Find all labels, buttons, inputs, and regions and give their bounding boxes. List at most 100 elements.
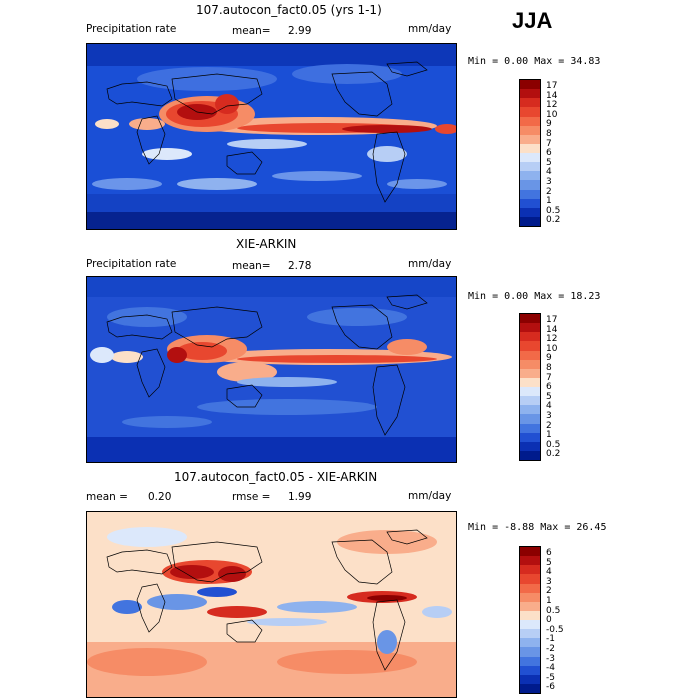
- colorbar-label: 17: [546, 315, 558, 325]
- colorbar-label: 8: [546, 362, 552, 373]
- colorbar-swatch: [520, 450, 540, 460]
- colorbar-label: 4: [546, 401, 552, 412]
- colorbar-swatch: [520, 683, 540, 693]
- panel-1-map-graphic: [87, 44, 456, 229]
- panel-2-units: mm/day: [408, 258, 452, 270]
- colorbar-label: 0.5: [546, 605, 561, 616]
- colorbar-swatch: [520, 638, 540, 648]
- colorbar-swatch: [520, 332, 540, 342]
- panel-1-units: mm/day: [408, 23, 452, 35]
- colorbar-swatch: [520, 629, 540, 639]
- colorbar-swatch: [520, 583, 540, 593]
- colorbar-label: 5: [546, 157, 552, 168]
- colorbar-label: 8: [546, 128, 552, 139]
- panel-3-map: [86, 511, 457, 698]
- colorbar-swatch: [520, 601, 540, 611]
- colorbar-label: 5: [546, 557, 552, 568]
- colorbar-swatch: [520, 574, 540, 584]
- panel-2-min-max: Min = 0.00 Max = 18.23: [468, 291, 601, 302]
- colorbar-label: -0.5: [546, 624, 564, 635]
- colorbar-label: 1: [546, 196, 552, 207]
- colorbar-label: 0.2: [546, 215, 561, 226]
- colorbar-swatch: [520, 359, 540, 369]
- panel-2-map: [86, 276, 457, 463]
- colorbar-label: 6: [546, 382, 552, 393]
- panel-2-map-graphic: [87, 277, 456, 462]
- colorbar-label: 10: [546, 343, 558, 354]
- colorbar-swatch: [520, 556, 540, 566]
- colorbar-swatch: [520, 207, 540, 217]
- colorbar-swatch: [520, 656, 540, 666]
- panel-3-rmse-label: rmse =: [232, 491, 271, 503]
- colorbar-label: 3: [546, 176, 552, 187]
- colorbar-swatch: [520, 414, 540, 424]
- panel-3-mean-value: 0.20: [148, 491, 172, 503]
- colorbar-label: 0: [546, 615, 552, 626]
- colorbar-swatch: [520, 565, 540, 575]
- panel-3-map-graphic: [87, 512, 456, 697]
- colorbar-label: 5: [546, 391, 552, 402]
- panel-3-title: 107.autocon_fact0.05 - XIE-ARKIN: [174, 470, 378, 484]
- colorbar-swatch: [520, 153, 540, 163]
- colorbar-swatch: [520, 377, 540, 387]
- colorbar-swatch: [520, 610, 540, 620]
- panel-3-min-max: Min = -8.88 Max = 26.45: [468, 522, 607, 533]
- panel-1-mean-label: mean=: [232, 25, 271, 37]
- colorbar-swatch: [520, 162, 540, 172]
- colorbar-label: -3: [546, 653, 555, 664]
- panel-2-colorbar-labels: 17 14 12 10 9 8 7 6 5 4 3 2 1 0.5 0.2: [546, 315, 561, 460]
- colorbar-swatch: [520, 547, 540, 557]
- colorbar-label: 7: [546, 372, 552, 383]
- colorbar-label: 9: [546, 119, 552, 130]
- season-label: JJA: [512, 8, 553, 33]
- colorbar-swatch: [520, 98, 540, 108]
- colorbar-swatch: [520, 143, 540, 153]
- panel-1-colorbar: [519, 79, 541, 227]
- colorbar-swatch: [520, 396, 540, 406]
- colorbar-label: 4: [546, 167, 552, 178]
- colorbar-label: 4: [546, 567, 552, 578]
- colorbar-swatch: [520, 134, 540, 144]
- colorbar-swatch: [520, 405, 540, 415]
- colorbar-swatch: [520, 323, 540, 333]
- colorbar-swatch: [520, 647, 540, 657]
- colorbar-swatch: [520, 189, 540, 199]
- colorbar-label: 0.5: [546, 439, 561, 450]
- colorbar-swatch: [520, 216, 540, 226]
- colorbar-label: -2: [546, 643, 555, 654]
- colorbar-label: -5: [546, 672, 555, 683]
- colorbar-label: 7: [546, 138, 552, 149]
- colorbar-swatch: [520, 89, 540, 99]
- panel-3-units: mm/day: [408, 490, 452, 502]
- panel-2-mean-label: mean=: [232, 260, 271, 272]
- colorbar-label: -1: [546, 634, 555, 645]
- colorbar-swatch: [520, 350, 540, 360]
- colorbar-swatch: [520, 441, 540, 451]
- colorbar-swatch: [520, 314, 540, 324]
- colorbar-swatch: [520, 341, 540, 351]
- colorbar-label: 10: [546, 109, 558, 120]
- colorbar-swatch: [520, 80, 540, 90]
- colorbar-swatch: [520, 432, 540, 442]
- colorbar-label: 3: [546, 576, 552, 587]
- colorbar-label: -4: [546, 663, 555, 674]
- colorbar-swatch: [520, 665, 540, 675]
- colorbar-label: 2: [546, 586, 552, 597]
- colorbar-swatch: [520, 180, 540, 190]
- colorbar-swatch: [520, 116, 540, 126]
- panel-1-title: 107.autocon_fact0.05 (yrs 1-1): [196, 3, 382, 17]
- colorbar-label: -6: [546, 682, 555, 693]
- panel-3-colorbar-labels: 6 5 4 3 2 1 0.5 0 -0.5 -1 -2 -3 -4 -5 -6: [546, 548, 564, 693]
- colorbar-swatch: [520, 423, 540, 433]
- panel-3-colorbar: [519, 546, 541, 694]
- colorbar-swatch: [520, 107, 540, 117]
- panel-3-mean-label: mean =: [86, 491, 128, 503]
- panel-2-colorbar: [519, 313, 541, 461]
- colorbar-label: 9: [546, 353, 552, 364]
- colorbar-label: 14: [546, 90, 558, 101]
- colorbar-label: 6: [546, 148, 552, 159]
- colorbar-label: 12: [546, 334, 558, 345]
- panel-1-variable-label: Precipitation rate: [86, 23, 177, 35]
- colorbar-label: 2: [546, 186, 552, 197]
- colorbar-swatch: [520, 387, 540, 397]
